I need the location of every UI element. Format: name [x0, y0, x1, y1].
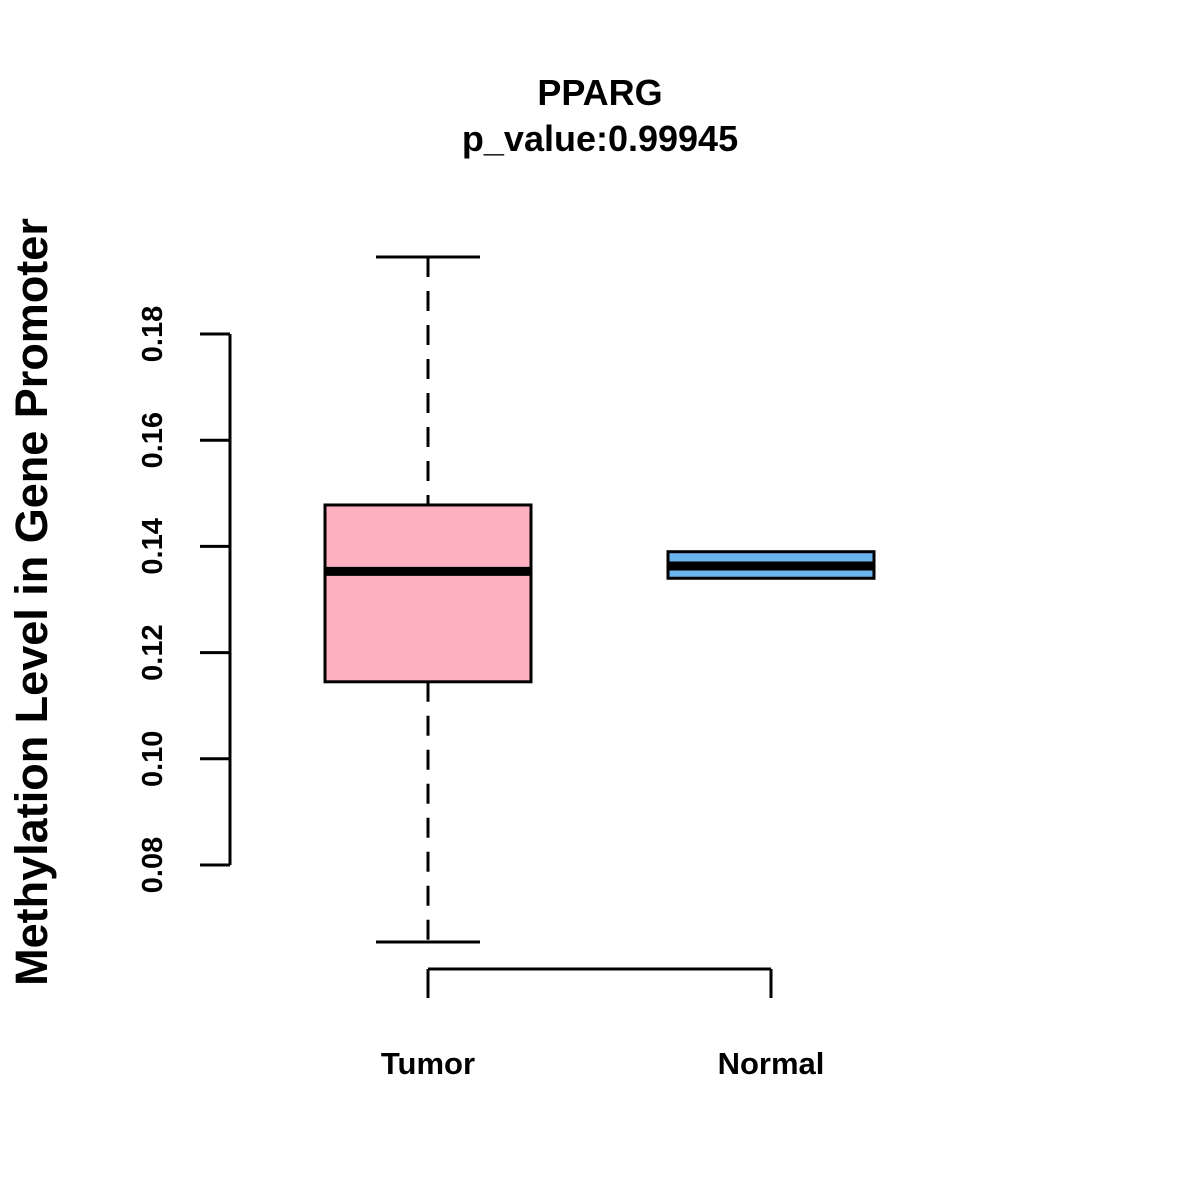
y-tick-label: 0.08	[137, 837, 169, 893]
box-tumor	[323, 255, 533, 944]
y-tick-label: 0.18	[137, 306, 169, 362]
y-tick-label: 0.14	[137, 518, 169, 574]
y-axis-title: Methylation Level in Gene Promoter	[6, 218, 57, 986]
chart-title: PPARG	[537, 72, 662, 113]
box-series	[323, 255, 876, 944]
y-tick-label: 0.10	[137, 731, 169, 787]
x-tick-label: Tumor	[381, 1046, 475, 1081]
box-iqr	[323, 503, 533, 684]
box-normal	[666, 550, 876, 580]
y-tick-label: 0.12	[137, 624, 169, 680]
y-axis: 0.08 0.10 0.12 0.14 0.16 0.18	[137, 306, 232, 893]
x-axis: Tumor Normal	[381, 967, 825, 1081]
chart-subtitle: p_value:0.99945	[462, 118, 738, 159]
x-tick-label: Normal	[718, 1046, 825, 1081]
y-tick-label: 0.16	[137, 412, 169, 468]
